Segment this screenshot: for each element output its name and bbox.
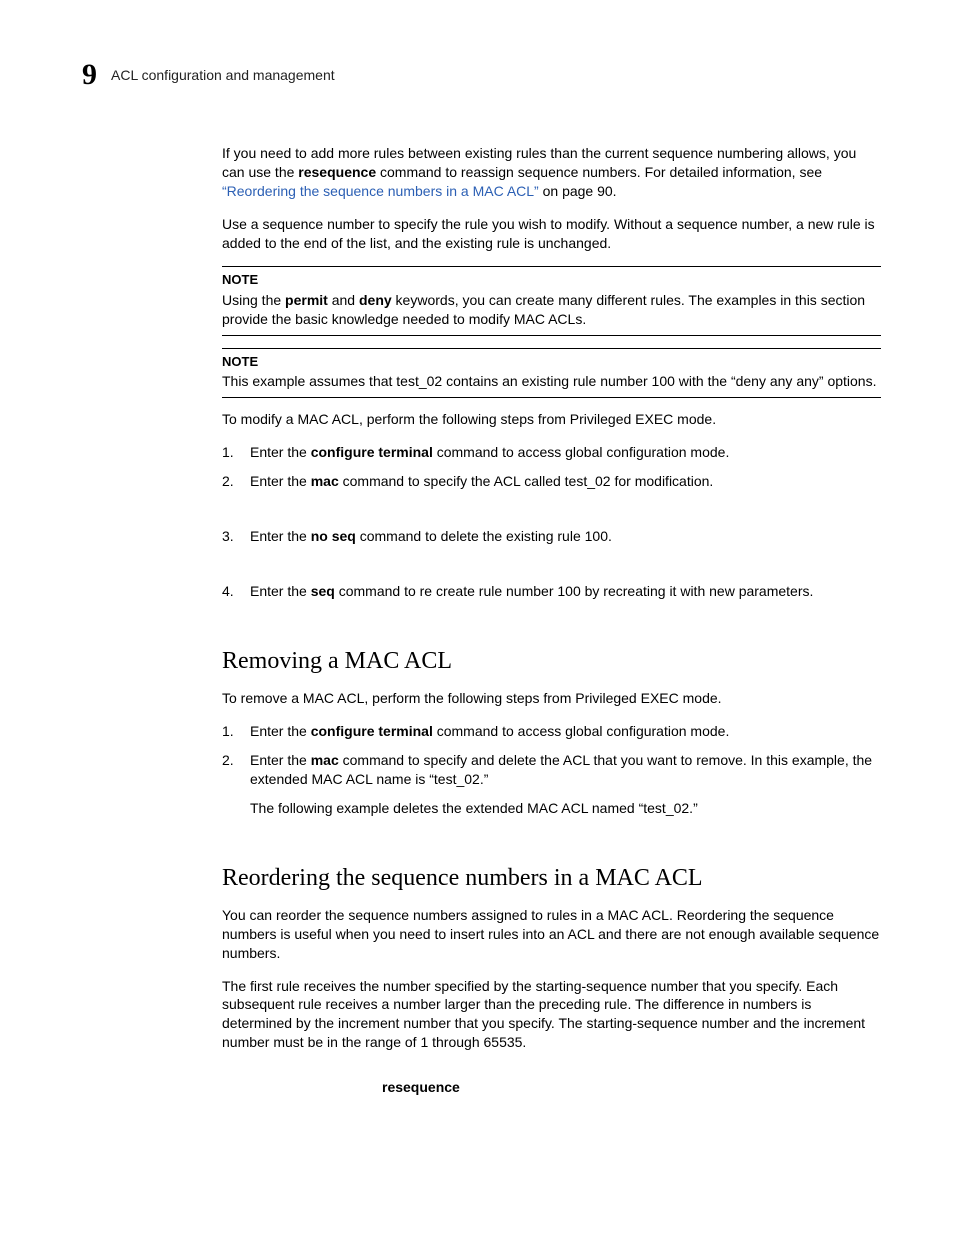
bold-text: mac [311,473,339,489]
text: on page 90. [539,183,617,199]
bold-text: no seq [311,528,356,544]
chapter-title: ACL configuration and management [111,67,335,83]
step-1: Enter the configure terminal command to … [222,722,881,741]
note-text: This example assumes that test_02 contai… [222,372,881,391]
cross-reference-link[interactable]: “Reordering the sequence numbers in a MA… [222,183,539,199]
reordering-paragraph-2: The first rule receives the number speci… [222,977,881,1053]
text: Using the [222,292,285,308]
modify-steps-list: Enter the configure terminal command to … [222,443,881,601]
text: Enter the [250,528,311,544]
step-3: Enter the no seq command to delete the e… [222,527,881,546]
bold-text: seq [311,583,335,599]
text: Enter the [250,444,311,460]
text: command to specify and delete the ACL th… [250,752,872,787]
text: command to specify the ACL called test_0… [339,473,714,489]
text: command to re create rule number 100 by … [335,583,814,599]
note-block-1: NOTE Using the permit and deny keywords,… [222,266,881,335]
text: command to reassign sequence numbers. Fo… [376,164,822,180]
bold-text: deny [359,292,392,308]
bold-text: permit [285,292,328,308]
note-block-2: NOTE This example assumes that test_02 c… [222,348,881,398]
text: Enter the [250,473,311,489]
note-text: Using the permit and deny keywords, you … [222,291,881,329]
modify-intro: To modify a MAC ACL, perform the followi… [222,410,881,429]
section-heading-removing: Removing a MAC ACL [222,645,881,677]
intro-paragraph-2: Use a sequence number to specify the rul… [222,215,881,253]
text: command to access global configuration m… [433,723,730,739]
page-header: 9 ACL configuration and management [82,60,881,90]
reordering-paragraph-1: You can reorder the sequence numbers ass… [222,906,881,963]
step-4: Enter the seq command to re create rule … [222,582,881,601]
intro-paragraph-1: If you need to add more rules between ex… [222,144,881,201]
section-heading-reordering: Reordering the sequence numbers in a MAC… [222,862,881,894]
bold-text: mac [311,752,339,768]
text: and [328,292,359,308]
note-label: NOTE [222,271,881,289]
chapter-number: 9 [82,60,97,90]
text: command to access global configuration m… [433,444,730,460]
bold-text: resequence [298,164,376,180]
document-page: 9 ACL configuration and management If yo… [0,0,954,1235]
text: Enter the [250,752,311,768]
text: Enter the [250,723,311,739]
step-2-sub: The following example deletes the extend… [250,799,881,818]
step-1: Enter the configure terminal command to … [222,443,881,462]
bold-text: configure terminal [311,444,433,460]
removing-intro: To remove a MAC ACL, perform the followi… [222,689,881,708]
step-2: Enter the mac command to specify and del… [222,751,881,818]
note-label: NOTE [222,353,881,371]
content-body: If you need to add more rules between ex… [222,144,881,1097]
step-2: Enter the mac command to specify the ACL… [222,472,881,491]
text: command to delete the existing rule 100. [356,528,612,544]
text: Enter the [250,583,311,599]
removing-steps-list: Enter the configure terminal command to … [222,722,881,818]
bold-text: configure terminal [311,723,433,739]
resequence-keyword: resequence [222,1078,881,1097]
